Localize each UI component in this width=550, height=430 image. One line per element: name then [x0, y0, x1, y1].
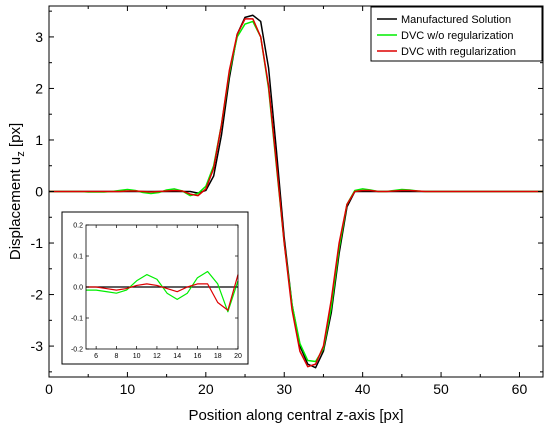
y-tick-label: 2: [35, 80, 43, 96]
inset-x-tick-label: 18: [214, 353, 222, 360]
inset-series-line-1: [86, 270, 239, 313]
y-tick-label: -3: [31, 338, 44, 354]
inset-x-tick-label: 14: [173, 353, 181, 360]
x-tick-label: 30: [276, 381, 292, 397]
y-tick-label: 1: [35, 132, 43, 148]
x-axis-label: Position along central z-axis [px]: [188, 407, 403, 424]
y-tick-label: -1: [31, 235, 44, 251]
x-tick-label: 20: [198, 381, 214, 397]
y-axis-label-main: Displacement u: [7, 157, 24, 260]
legend-label-0: Manufactured Solution: [401, 14, 511, 26]
legend-label-2: DVC with regularization: [401, 46, 516, 58]
x-tick-label: 10: [120, 381, 136, 397]
inset-y-tick-label: 0.2: [73, 223, 83, 230]
y-tick-label: -2: [31, 287, 44, 303]
legend: Manufactured Solution DVC w/o regularizat…: [370, 6, 543, 62]
inset-x-tick-label: 10: [133, 353, 141, 360]
x-tick-label: 50: [433, 381, 449, 397]
x-tick-label: 60: [512, 381, 528, 397]
y-tick-label: 3: [35, 29, 43, 45]
legend-box: [370, 6, 543, 62]
x-tick-label: 0: [45, 381, 53, 397]
y-tick-label: 0: [35, 184, 43, 200]
inset-x-tick-label: 6: [94, 353, 98, 360]
inset-x-tick-label: 20: [234, 353, 242, 360]
inset-x-tick-label: 12: [153, 353, 161, 360]
inset-y-tick-label: 0.1: [73, 254, 83, 261]
y-axis-label-suffix: [px]: [7, 123, 24, 151]
y-axis-label: Displacement uz [px]: [7, 123, 27, 260]
series-line-2: [49, 18, 543, 368]
y-axis-label-subscript: z: [15, 151, 27, 157]
inset-y-tick-label: -0.1: [71, 316, 83, 323]
x-tick-label: 40: [355, 381, 371, 397]
inset-y-tick-label: 0.0: [73, 285, 83, 292]
inset-plot: 6 8 10 12 14 16 18 20 0.2 0.1 0.0 -0.1 -0.2: [61, 211, 249, 365]
inset-box: [61, 211, 249, 365]
inset-series-line-2: [86, 274, 239, 311]
inset-x-tick-label: 8: [114, 353, 118, 360]
inset-y-tick-label: -0.2: [71, 347, 83, 354]
legend-label-1: DVC w/o regularization: [401, 30, 514, 42]
inset-x-tick-label: 16: [194, 353, 202, 360]
